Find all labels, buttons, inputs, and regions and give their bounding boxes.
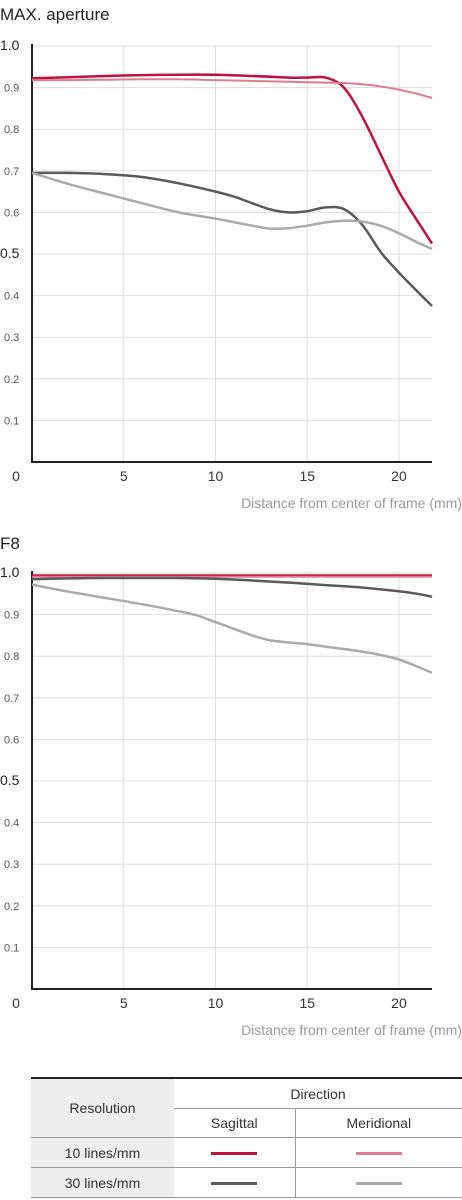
- series-line-3: [31, 171, 433, 251]
- x-axis-label: Distance from center of frame (mm): [241, 1022, 462, 1038]
- legend-swatch-cell: [174, 1137, 296, 1168]
- legend-row-label: 10 lines/mm: [31, 1137, 174, 1168]
- x-axis-label: Distance from center of frame (mm): [241, 495, 462, 511]
- x-tick-label: 5: [120, 468, 128, 484]
- series-line-1: [31, 78, 433, 99]
- legend-resolution-header: Resolution: [31, 1077, 174, 1138]
- y-tick-label: 0.4: [4, 818, 19, 830]
- y-tick-label: 0.6: [4, 207, 19, 219]
- series-line-3: [31, 583, 433, 674]
- y-tick-label: 0.2: [4, 374, 19, 386]
- y-tick-label: 0.3: [4, 859, 19, 871]
- y-tick-label: 0.8: [4, 124, 19, 136]
- series-line-2: [31, 171, 433, 307]
- x-tick-label: 20: [391, 468, 407, 484]
- x-tick-label: 0: [12, 995, 20, 1011]
- x-tick-label: 0: [12, 468, 20, 484]
- legend-row-30: 30 lines/mm: [31, 1167, 462, 1198]
- x-tick-label: 5: [120, 995, 128, 1011]
- series-line-2: [31, 576, 433, 598]
- y-tick-label: 0.9: [4, 610, 19, 622]
- y-tick-label: 1.0: [0, 564, 20, 580]
- chart-title-max-aperture: MAX. aperture: [0, 5, 110, 24]
- y-tick-label: 0.8: [4, 651, 19, 663]
- legend-table: Resolution Direction Sagittal Meridional…: [31, 1077, 462, 1198]
- legend-swatch-30-meridional: [355, 1182, 402, 1186]
- mtf-chart-max-aperture: 0.1 0.2 0.3 0.4 0.5 0.6 0.7 0.8 0.9 1.0 0 5 10 15 20 Di…: [0, 37, 462, 511]
- mtf-chart-f8: 0.1 0.2 0.3 0.4 0.5 0.6 0.7 0.8 0.9 1.0 0 5 10 15 20 Di…: [0, 564, 462, 1038]
- legend-swatch-10-sagittal: [211, 1152, 258, 1156]
- y-tick-label: 0.9: [4, 83, 19, 95]
- y-tick-label: 0.3: [4, 332, 19, 344]
- x-tick-label: 15: [299, 995, 315, 1011]
- x-tick-label: 10: [208, 468, 224, 484]
- series-line-0: [31, 73, 434, 245]
- y-tick-label: 0.7: [4, 693, 19, 705]
- legend-swatch-cell: [295, 1137, 462, 1168]
- legend-swatch-cell: [174, 1167, 296, 1198]
- legend-sagittal-header: Sagittal: [174, 1108, 296, 1138]
- x-tick-label: 20: [391, 995, 407, 1011]
- y-tick-label: 1.0: [0, 37, 20, 53]
- y-tick-label: 0.5: [0, 245, 20, 261]
- y-tick-label: 0.1: [4, 415, 19, 427]
- legend-meridional-header: Meridional: [295, 1108, 462, 1138]
- legend-row-label: 30 lines/mm: [31, 1167, 174, 1198]
- chart-title-f8: F8: [0, 534, 20, 553]
- y-tick-label: 0.4: [4, 291, 19, 303]
- y-tick-label: 0.7: [4, 166, 19, 178]
- y-tick-label: 0.5: [0, 772, 20, 788]
- legend-row-10: 10 lines/mm: [31, 1137, 462, 1168]
- x-tick-label: 10: [208, 995, 224, 1011]
- legend-direction-header: Direction: [174, 1077, 462, 1109]
- x-tick-label: 15: [299, 468, 315, 484]
- legend-swatch-10-meridional: [355, 1152, 402, 1156]
- y-tick-label: 0.6: [4, 734, 19, 746]
- legend-swatch-cell: [295, 1167, 462, 1198]
- y-tick-label: 0.1: [4, 942, 19, 954]
- y-tick-label: 0.2: [4, 901, 19, 913]
- legend-swatch-30-sagittal: [211, 1182, 258, 1186]
